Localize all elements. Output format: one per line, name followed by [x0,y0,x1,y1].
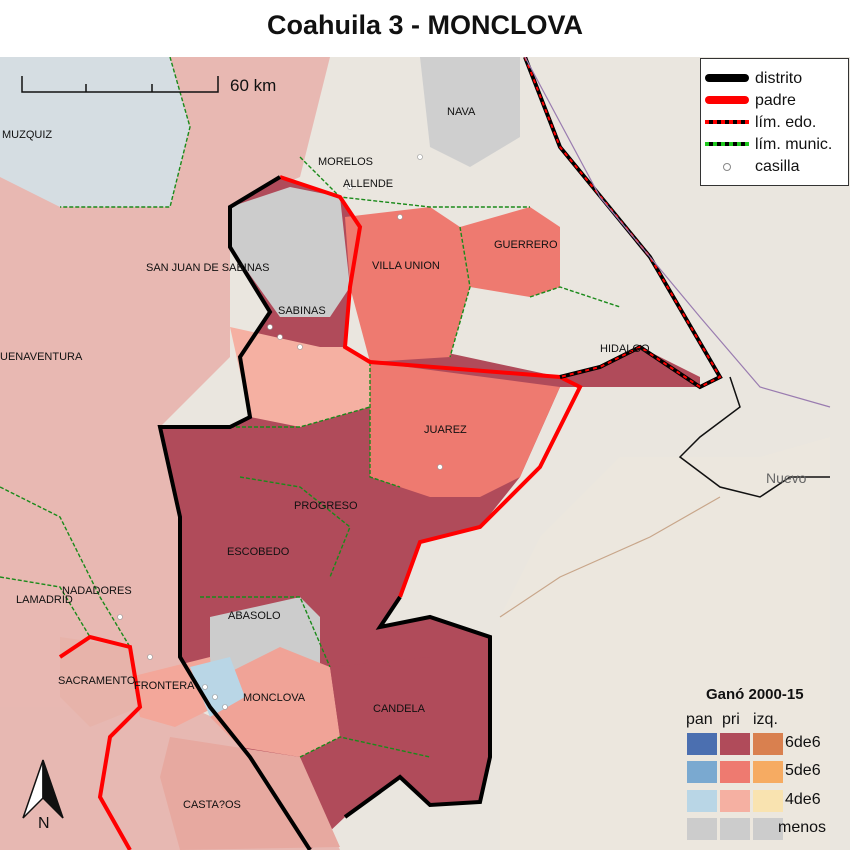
juarez-area [370,362,560,497]
label-muzquiz: MUZQUIZ [2,129,52,141]
san-juan-area [230,187,350,317]
scale-label: 60 km [230,76,277,95]
gano-swatch-pan-4de6 [687,790,717,812]
map-title: Coahuila 3 - MONCLOVA [266,10,583,40]
gano-swatch-izq-4de6 [753,790,783,812]
label-monclova: MONCLOVA [243,692,306,704]
label-nuevo-city: Nuevo [766,470,807,486]
label-san-juan-de-sabinas: SAN JUAN DE SABINAS [146,262,269,274]
gano-row-5de6: 5de6 [785,762,821,779]
label-frontera: FRONTERA [134,680,195,692]
gano-legend-title: Ganó 2000-15 [706,686,804,703]
gano-swatch-pri-menos [720,818,750,840]
north-arrow-icon: N [22,759,64,830]
legend-label: distrito [755,70,803,87]
legend-symbol-thick-black-line [705,74,749,82]
villa-union-area [345,207,470,362]
nuevo-leon-border [678,376,830,498]
label-candela: CANDELA [373,703,426,715]
legend-label: padre [755,92,796,109]
legend-symbol-thick-red-line [705,96,749,104]
legend-label: lím. edo. [755,114,817,131]
legend-label: casilla [755,158,800,175]
road [499,496,721,618]
label-castanos: CASTA?OS [183,799,241,811]
label-nava: NAVA [447,106,476,118]
gano-swatch-pan-menos [687,818,717,840]
sacramento-area [60,637,140,727]
gano-swatch-pri-6de6 [720,733,750,755]
sabinas-area [230,327,370,427]
label-escobedo: ESCOBEDO [227,546,290,558]
legend-symbol-small-open-circle [723,163,731,171]
map-legend: distrito padre lím. edo. lím. munic. cas… [700,58,849,186]
legend-symbol-green-black-dashed-line [705,142,749,146]
legend-symbol-red-black-dashed-line [705,120,749,124]
legend-item-distrito: distrito [701,69,848,89]
label-progreso: PROGRESO [294,500,358,512]
muzquiz-area [0,57,190,207]
legend-item-casilla: casilla [701,157,848,177]
label-villa-union: VILLA UNION [372,260,440,272]
candela-area [330,657,490,757]
label-buenaventura: UENAVENTURA [0,351,83,363]
gano-row-menos: menos [778,819,827,836]
monclova-urban [190,657,245,717]
municipal-boundaries [0,57,621,758]
label-sacramento: SACRAMENTO [58,675,136,687]
parent-outline-sw [58,634,143,850]
casillas [117,154,443,710]
district-outline [157,175,492,850]
map-canvas[interactable]: MUZQUIZ NAVA MORELOS ALLENDE SAN JUAN DE… [0,57,850,850]
legend-item-lim-edo: lím. edo. [701,113,848,133]
label-hidalgo: HIDALGO [600,343,650,355]
label-guerrero: GUERRERO [494,239,558,251]
gano-swatch-pri-4de6 [720,790,750,812]
gano-row-4de6: 4de6 [785,791,821,808]
gano-col-izq: izq. [753,711,778,728]
scale-bar [21,76,219,93]
gano-swatch-pan-5de6 [687,761,717,783]
legend-item-padre: padre [701,91,848,111]
castanos-area [160,737,340,850]
label-morelos: MORELOS [318,156,373,168]
legend-item-lim-munic: lím. munic. [701,135,848,155]
label-allende: ALLENDE [343,178,393,190]
gano-swatch-pan-6de6 [687,733,717,755]
guerrero-area [460,207,560,297]
gano-swatch-pri-5de6 [720,761,750,783]
gano-swatch-izq-menos [753,818,783,840]
label-sabinas: SABINAS [278,305,326,317]
gano-swatch-izq-6de6 [753,733,783,755]
outside-area-left [0,57,330,707]
label-nadadores: NADADORES [62,585,132,597]
legend-label: lím. munic. [755,136,833,153]
gano-col-pri: pri [722,711,740,728]
north-label: N [38,815,50,830]
gano-swatch-izq-5de6 [753,761,783,783]
label-juarez: JUAREZ [424,424,467,436]
parent-outline [279,175,583,598]
gano-row-6de6: 6de6 [785,734,821,751]
state-border-dash [524,57,722,389]
label-lamadrid: LAMADRID [16,594,73,606]
gano-col-pan: pan [686,711,713,728]
nava-area [420,57,520,167]
border-river [524,57,831,408]
label-abasolo: ABASOLO [228,610,281,622]
